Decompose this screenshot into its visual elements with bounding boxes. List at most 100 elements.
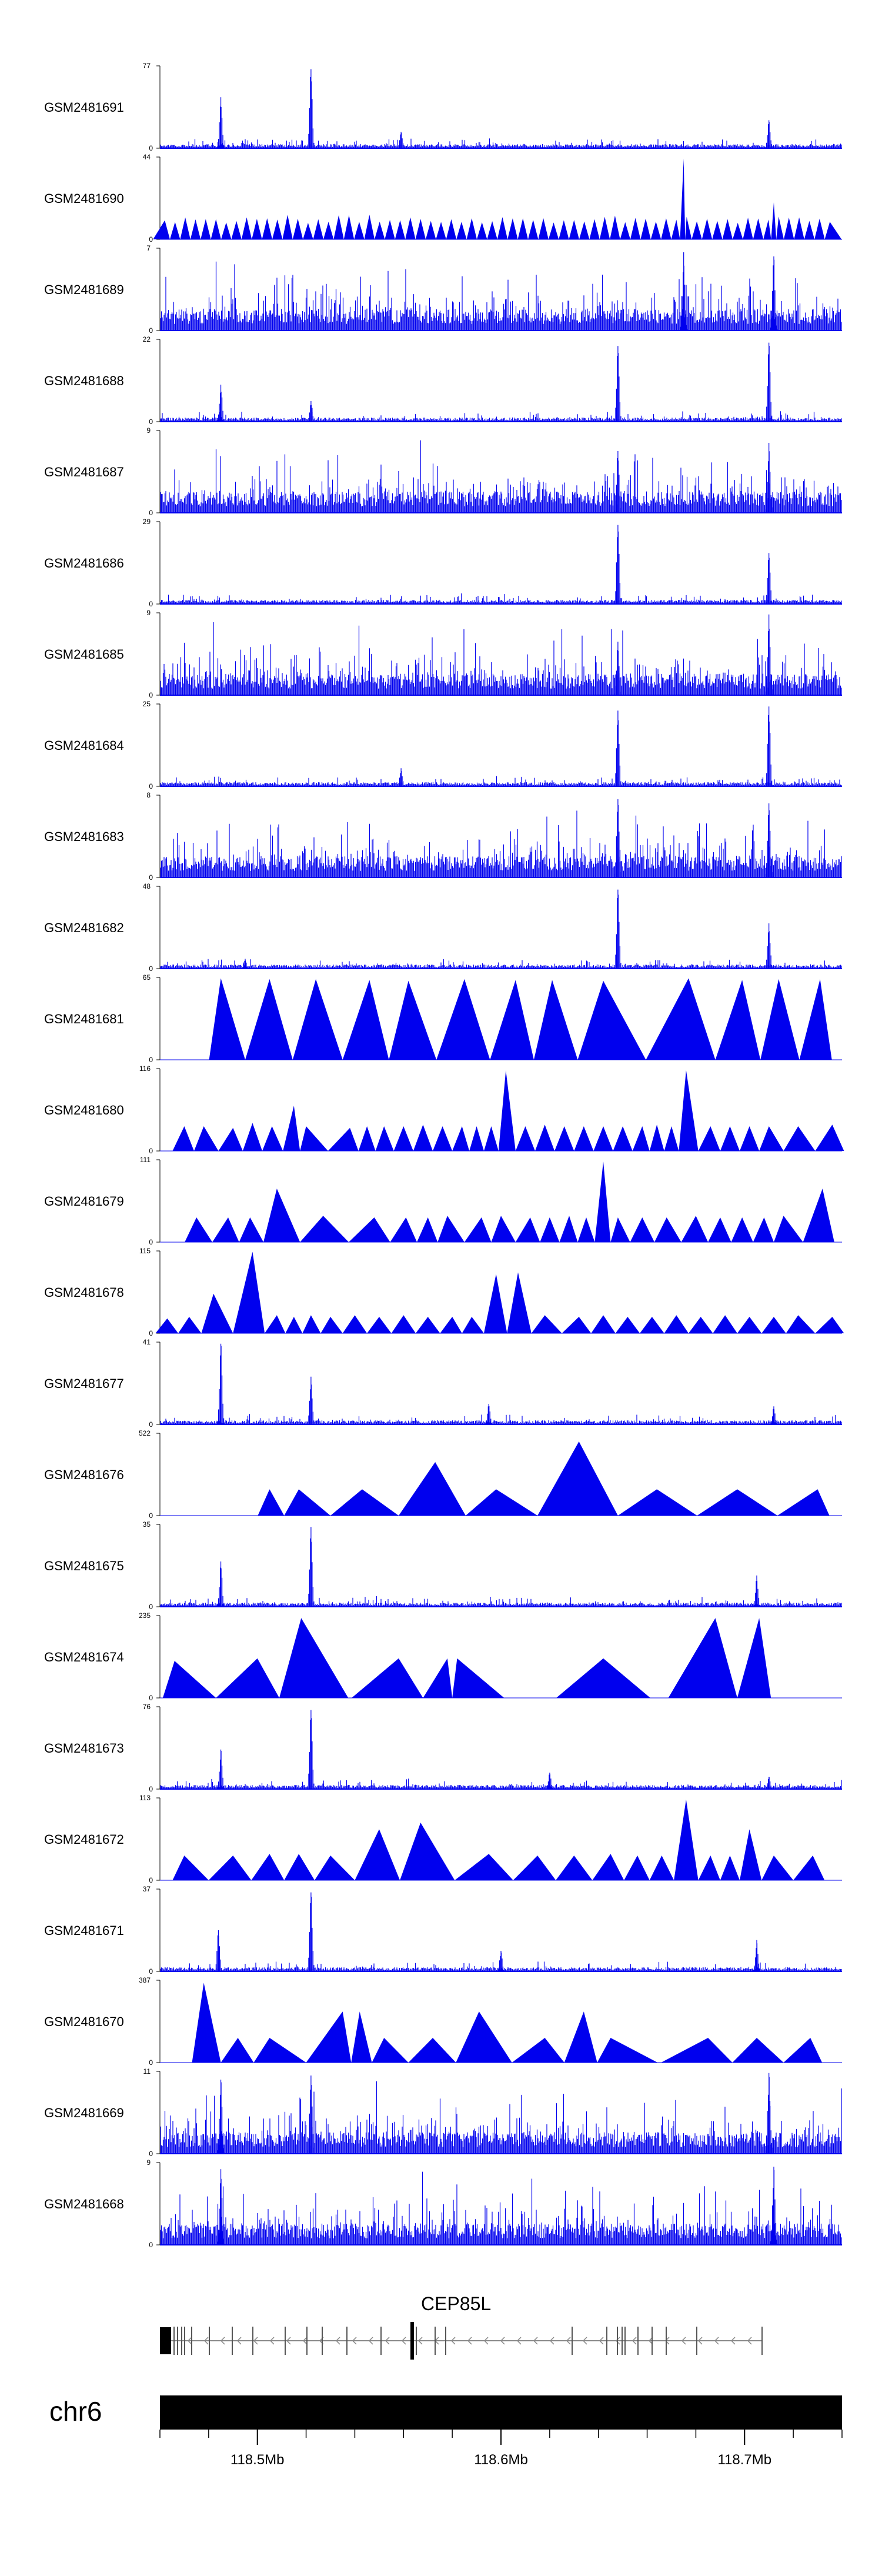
signal-peak <box>617 1489 697 1516</box>
signal-peak <box>375 1126 394 1151</box>
track-label: GSM2481674 <box>44 1650 124 1664</box>
signal-peak <box>540 1217 560 1242</box>
signal-peak <box>661 218 671 239</box>
gene-utr-block <box>160 2327 171 2354</box>
signal-peak <box>512 2038 564 2063</box>
y-max-label: 9 <box>146 609 151 617</box>
strand-arrow <box>615 2337 620 2345</box>
signal-peak <box>507 218 518 239</box>
signal-peak <box>681 1216 709 1242</box>
signal-peak <box>292 218 303 239</box>
signal-peak <box>593 1126 613 1151</box>
track: GSM2481684 25 0 <box>44 700 842 790</box>
y-max-label: 22 <box>143 335 151 343</box>
signal-peak <box>640 218 651 239</box>
signal-peak <box>178 1317 202 1333</box>
signal-peak <box>527 219 539 239</box>
signal-peak <box>613 1126 633 1151</box>
signal-peak <box>172 1126 194 1151</box>
track: GSM2481674 235 0 <box>44 1611 842 1702</box>
track: GSM2481671 37 0 <box>44 1885 842 1976</box>
track: GSM2481685 9 0 <box>44 609 842 699</box>
track: GSM2481680 116 0 <box>44 1065 844 1155</box>
y-max-label: 111 <box>140 1156 151 1164</box>
y-zero-label: 0 <box>149 600 153 608</box>
y-max-label: 77 <box>143 62 151 70</box>
strand-arrow <box>549 2337 554 2345</box>
signal-peak <box>367 1317 392 1333</box>
track-label: GSM2481675 <box>44 1559 124 1573</box>
signal-peak <box>720 1126 740 1151</box>
y-max-label: 522 <box>139 1429 151 1437</box>
signal-peak <box>330 1489 399 1516</box>
signal-peak <box>352 1658 423 1698</box>
track-label: GSM2481687 <box>44 465 124 479</box>
signal-peak <box>777 1489 830 1516</box>
signal-peak <box>262 1126 283 1151</box>
strand-arrow <box>632 2337 637 2345</box>
chromosome-bar <box>160 2395 842 2430</box>
y-zero-label: 0 <box>149 418 153 426</box>
signal-peak <box>162 1661 216 1698</box>
signal-peak <box>212 1217 239 1242</box>
signal-peak <box>372 2038 409 2063</box>
y-zero-label: 0 <box>149 326 153 335</box>
signal-peak <box>416 1317 440 1333</box>
y-zero-label: 0 <box>149 1694 153 1702</box>
signal-peak <box>169 222 181 239</box>
track: GSM2481686 29 0 <box>44 518 842 608</box>
strand-arrow <box>467 2337 472 2345</box>
signal-peak <box>265 1315 286 1333</box>
signal-bars <box>160 889 842 969</box>
signal-peak <box>423 1658 453 1698</box>
strand-arrow <box>187 2337 192 2345</box>
signal-peak <box>349 1217 390 1242</box>
signal-peak <box>776 216 784 239</box>
y-max-label: 7 <box>146 244 151 252</box>
signal-peak <box>484 1126 499 1151</box>
signal-peak <box>685 216 692 239</box>
signal-peak <box>279 1618 349 1698</box>
signal-peak <box>624 1856 650 1880</box>
signal-peak <box>824 222 842 239</box>
track-label: GSM2481691 <box>44 100 124 115</box>
signal-peak <box>220 2038 254 2063</box>
signal-peak <box>771 202 777 239</box>
track: GSM2481683 8 0 <box>44 791 842 882</box>
signal-peak <box>282 215 293 239</box>
signal-peak <box>408 2038 456 2063</box>
signal-peak <box>172 1856 209 1880</box>
strand-arrow <box>516 2337 522 2345</box>
signal-peak <box>216 1658 279 1698</box>
y-zero-label: 0 <box>149 1511 153 1520</box>
track-label: GSM2481668 <box>44 2197 124 2211</box>
signal-peak <box>698 1856 720 1880</box>
signal-peak <box>465 1489 538 1516</box>
signal-peak <box>251 1854 285 1880</box>
signal-peak <box>556 1856 593 1880</box>
signal-peak <box>783 1126 816 1151</box>
signal-bars <box>160 706 842 786</box>
signal-peak <box>786 1315 816 1333</box>
signal-peak <box>680 158 686 239</box>
signal-peak <box>263 1189 300 1242</box>
signal-peak <box>697 1489 778 1516</box>
signal-peak <box>262 218 272 239</box>
signal-peak <box>433 1126 453 1151</box>
signal-peak <box>425 221 436 239</box>
signal-peak <box>649 1125 664 1151</box>
signal-peak <box>814 218 825 239</box>
signal-peak <box>239 1217 264 1242</box>
strand-arrow <box>302 2337 308 2345</box>
signal-peak <box>793 1856 825 1880</box>
signal-peak <box>720 1856 740 1880</box>
signal-bars <box>160 69 842 148</box>
signal-peak <box>579 221 590 239</box>
signal-peak <box>390 1217 417 1242</box>
signal-peak <box>484 1274 507 1333</box>
signal-peak <box>469 1126 484 1151</box>
signal-peak <box>328 1127 359 1151</box>
signal-peak <box>630 1217 654 1242</box>
signal-peak <box>753 1217 774 1242</box>
y-zero-label: 0 <box>149 1785 153 1793</box>
